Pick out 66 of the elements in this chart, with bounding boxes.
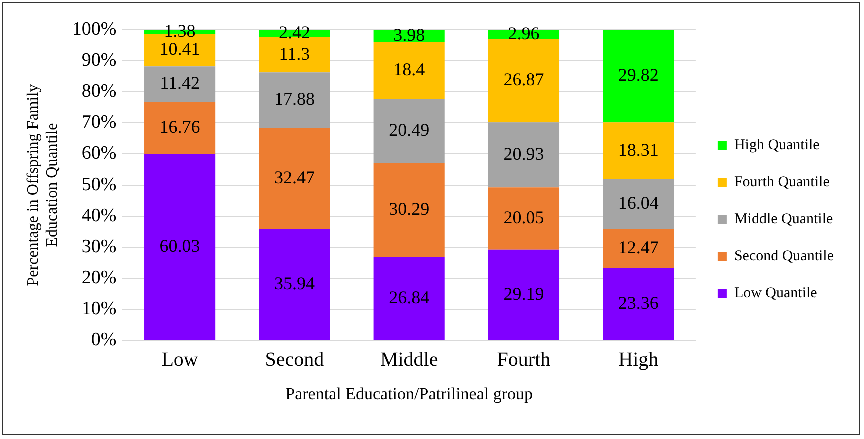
y-tick-label: 80% — [82, 81, 117, 102]
bar — [603, 179, 674, 230]
data-label: 26.87 — [504, 70, 544, 90]
bar — [374, 42, 445, 100]
bar — [259, 37, 330, 73]
bar — [374, 257, 445, 340]
bar — [259, 72, 330, 128]
data-label: 10.41 — [160, 39, 200, 60]
y-tick-label: 40% — [82, 205, 117, 226]
y-tick-label: 70% — [82, 112, 117, 134]
data-label: 18.4 — [394, 60, 426, 80]
x-tick-label: Middle — [380, 348, 438, 371]
legend-label: High Quantile — [734, 137, 820, 154]
bar — [374, 100, 445, 164]
bar — [603, 30, 674, 123]
data-label: 3.98 — [394, 24, 426, 45]
y-tick-label: 50% — [82, 174, 117, 196]
data-label: 29.82 — [618, 65, 659, 86]
data-label: 20.93 — [504, 144, 544, 164]
data-label: 16.04 — [618, 193, 659, 214]
data-label: 1.38 — [164, 20, 196, 41]
bar — [488, 122, 560, 188]
data-label: 17.88 — [274, 89, 315, 110]
bar — [259, 228, 330, 340]
x-tick-label: High — [618, 348, 659, 371]
data-label: 32.47 — [274, 167, 315, 188]
y-tick-label: 90% — [82, 50, 117, 72]
bar — [603, 122, 674, 180]
y-tick-label: 100% — [72, 18, 117, 40]
x-tick-label: Second — [265, 348, 324, 371]
data-label: 60.03 — [160, 236, 200, 256]
bar — [374, 163, 445, 258]
x-axis-title: Parental Education/Patrilineal group — [286, 384, 534, 404]
data-label: 18.31 — [618, 140, 659, 160]
legend-label: Middle Quantile — [734, 211, 834, 228]
data-label: 20.05 — [504, 208, 544, 228]
data-label: 20.49 — [389, 120, 430, 140]
data-label: 29.19 — [504, 284, 544, 304]
bar — [488, 39, 560, 123]
data-label: 26.84 — [389, 287, 430, 308]
bar — [144, 102, 216, 154]
data-label: 35.94 — [274, 273, 315, 294]
bar — [603, 229, 674, 268]
y-tick-label: 30% — [82, 236, 117, 258]
bar — [488, 188, 560, 250]
y-tick-label: 60% — [82, 143, 117, 164]
x-tick-label: Fourth — [497, 348, 551, 371]
y-tick-label: 0% — [91, 330, 117, 351]
bar — [259, 128, 330, 229]
data-label: 16.76 — [160, 116, 200, 137]
y-tick-label: 10% — [82, 298, 117, 320]
y-tick-label: 20% — [82, 267, 117, 288]
y-axis-title: Percentage in Offspring Family Education Quantile — [24, 84, 62, 286]
data-label: 23.36 — [618, 292, 659, 313]
data-label: 11.3 — [279, 44, 310, 64]
x-tick-label: Low — [162, 348, 199, 371]
bar — [144, 66, 216, 102]
bar — [603, 268, 674, 340]
legend-label: Low Quantile — [734, 285, 818, 302]
data-label: 30.29 — [389, 198, 430, 219]
data-label: 11.42 — [160, 73, 200, 94]
data-label: 12.47 — [618, 237, 659, 258]
bar — [488, 250, 560, 340]
legend-label: Fourth Quantile — [734, 174, 830, 190]
bar — [144, 154, 216, 340]
legend-label: Second Quantile — [734, 248, 834, 264]
